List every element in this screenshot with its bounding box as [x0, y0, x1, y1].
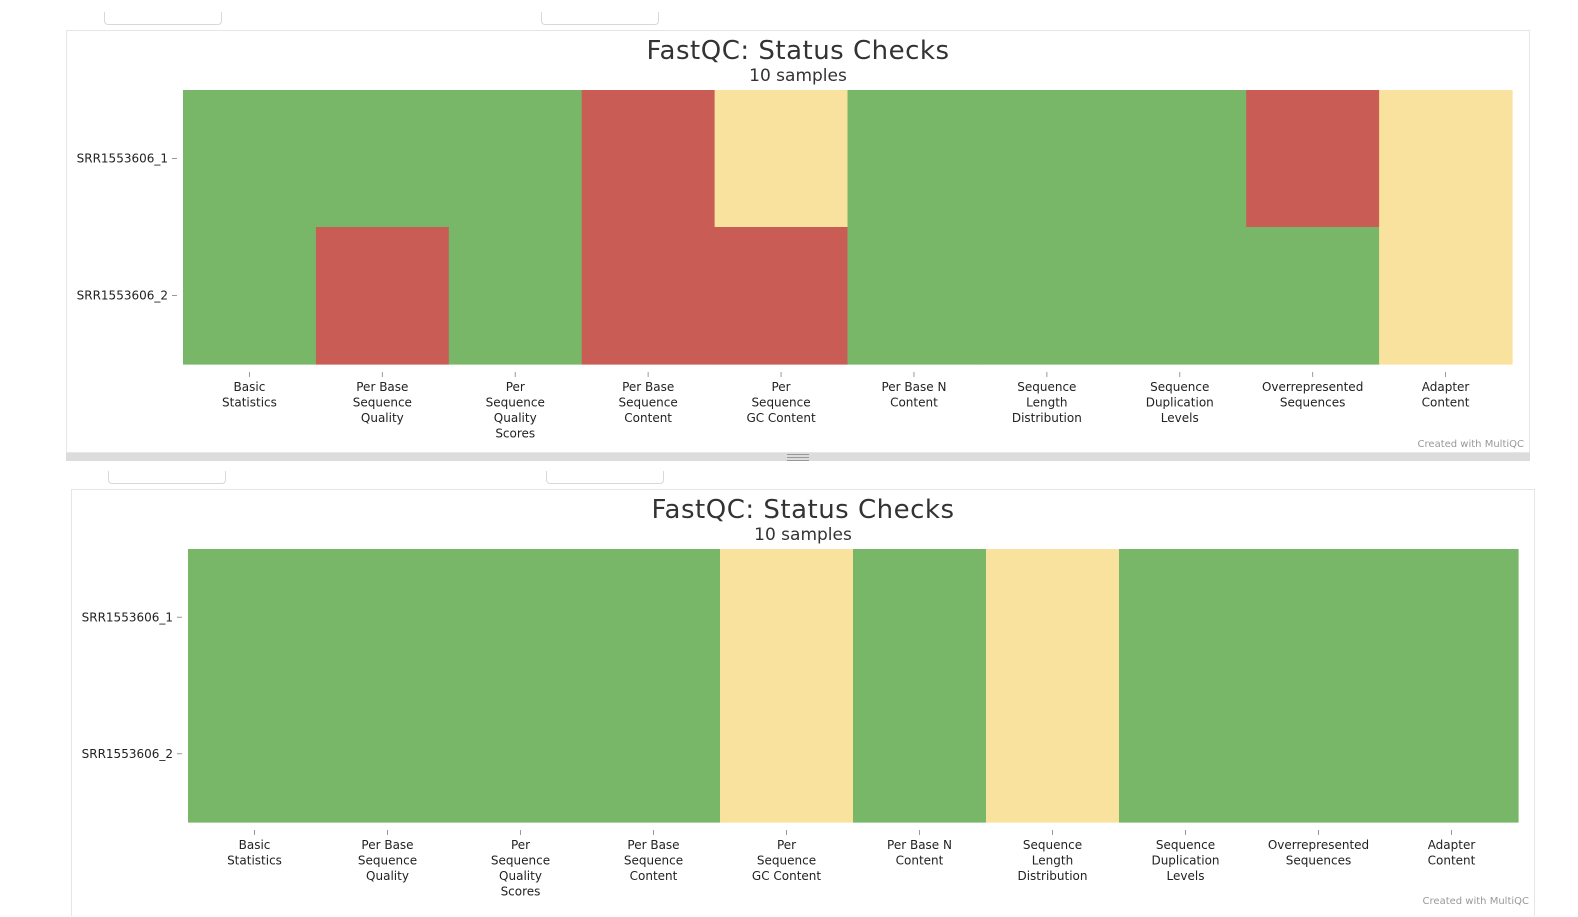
x-tick-label: Overrepresented Sequences [1268, 838, 1369, 868]
heatmap-cell[interactable] [847, 227, 982, 365]
heatmap-cell[interactable] [1246, 90, 1380, 228]
toggle-button-stub[interactable] [546, 471, 664, 484]
heatmap-cell[interactable] [714, 227, 849, 365]
heatmap-cell[interactable] [1385, 685, 1519, 823]
heatmap-cell[interactable] [720, 685, 854, 823]
heatmap-cell[interactable] [980, 227, 1114, 365]
heatmap-cell[interactable] [188, 549, 322, 687]
grip-icon [787, 454, 809, 461]
heatmap-cell[interactable] [1379, 90, 1513, 228]
resize-handle[interactable] [66, 453, 1530, 461]
toggle-button-stub[interactable] [541, 12, 659, 25]
chart-subtitle: 10 samples [754, 525, 852, 545]
export-button-stub[interactable] [108, 471, 226, 484]
x-tick-label: Sequence Duplication Levels [1151, 838, 1219, 883]
heatmap-cell[interactable] [720, 549, 854, 687]
x-tick-label: Sequence Duplication Levels [1146, 380, 1214, 425]
heatmap-cell[interactable] [1252, 685, 1386, 823]
chart-title: FastQC: Status Checks [646, 36, 950, 66]
x-tick-label: Basic Statistics [227, 838, 282, 868]
heatmap-cell[interactable] [587, 549, 721, 687]
heatmap-cell[interactable] [1113, 90, 1247, 228]
chart-subtitle: 10 samples [749, 66, 847, 86]
x-tick-label: Sequence Length Distribution [1017, 838, 1087, 883]
x-tick-label: Sequence Length Distribution [1012, 380, 1082, 425]
x-tick-label: Per Base N Content [881, 380, 946, 410]
heatmap-cell[interactable] [454, 549, 588, 687]
x-tick-label: Adapter Content [1428, 838, 1476, 868]
heatmap-cell[interactable] [321, 549, 455, 687]
x-tick-label: Per Sequence Quality Scores [491, 838, 550, 899]
heatmap-cell[interactable] [183, 227, 317, 365]
chart-title: FastQC: Status Checks [651, 495, 955, 525]
heatmap-chart-bottom: SRR1553606_1 SRR1553606_2 Basic Statistics P… [82, 549, 1519, 899]
status-checks-panel-top: FastQC: Status Checks 10 samples SRR1553… [66, 30, 1530, 453]
x-tick-label: Per Base Sequence Content [624, 838, 683, 883]
heatmap-cell[interactable] [853, 549, 987, 687]
heatmap-cell[interactable] [587, 685, 721, 823]
y-tick-label: SRR1553606_1 [82, 610, 173, 624]
heatmap-cell[interactable] [448, 227, 583, 365]
heatmap-cell[interactable] [581, 90, 716, 228]
status-checks-panel-bottom: FastQC: Status Checks 10 samples SRR1553… [71, 489, 1535, 916]
heatmap-cell[interactable] [853, 685, 987, 823]
x-tick-label: Per Base Sequence Quality [358, 838, 417, 883]
y-tick-label: SRR1553606_2 [82, 747, 173, 761]
heatmap-cell[interactable] [1252, 549, 1386, 687]
x-tick-label: Per Base Sequence Quality [353, 380, 412, 425]
heatmap-cell[interactable] [315, 227, 450, 365]
heatmap-cell[interactable] [847, 90, 982, 228]
chart-title-block: FastQC: Status Checks 10 samples [67, 36, 1529, 86]
heatmap-cell[interactable] [1385, 549, 1519, 687]
heatmap-cell[interactable] [714, 90, 849, 228]
heatmap-cell[interactable] [183, 90, 317, 228]
heatmap-cell[interactable] [581, 227, 716, 365]
heatmap-cell[interactable] [986, 549, 1120, 687]
heatmap-cell[interactable] [1379, 227, 1513, 365]
multiqc-credit[interactable]: Created with MultiQC [1422, 896, 1529, 907]
heatmap-cell[interactable] [1119, 549, 1253, 687]
x-tick-label: Per Sequence Quality Scores [486, 380, 545, 441]
heatmap-cell[interactable] [1119, 685, 1253, 823]
heatmap-cell[interactable] [454, 685, 588, 823]
x-tick-label: Per Sequence GC Content [746, 380, 816, 425]
chart-title-block: FastQC: Status Checks 10 samples [72, 495, 1534, 545]
x-tick-label: Basic Statistics [222, 380, 277, 410]
x-tick-label: Per Base N Content [887, 838, 952, 868]
x-tick-label: Overrepresented Sequences [1262, 380, 1363, 410]
heatmap-cell[interactable] [188, 685, 322, 823]
heatmap-cell[interactable] [448, 90, 583, 228]
heatmap-cell[interactable] [1113, 227, 1247, 365]
x-tick-label: Per Base Sequence Content [619, 380, 678, 425]
export-button-stub[interactable] [104, 12, 222, 25]
heatmap-cell[interactable] [315, 90, 450, 228]
x-tick-label: Per Sequence GC Content [752, 838, 822, 883]
heatmap-chart-top: SRR1553606_1 SRR1553606_2 Basic Statistics P… [77, 90, 1513, 441]
x-tick-label: Adapter Content [1422, 380, 1470, 410]
heatmap-cell[interactable] [986, 685, 1120, 823]
multiqc-credit[interactable]: Created with MultiQC [1417, 439, 1524, 450]
heatmap-cell[interactable] [321, 685, 455, 823]
y-tick-label: SRR1553606_1 [77, 152, 168, 166]
heatmap-cell[interactable] [1246, 227, 1380, 365]
y-tick-label: SRR1553606_2 [77, 289, 168, 303]
heatmap-cell[interactable] [980, 90, 1114, 228]
